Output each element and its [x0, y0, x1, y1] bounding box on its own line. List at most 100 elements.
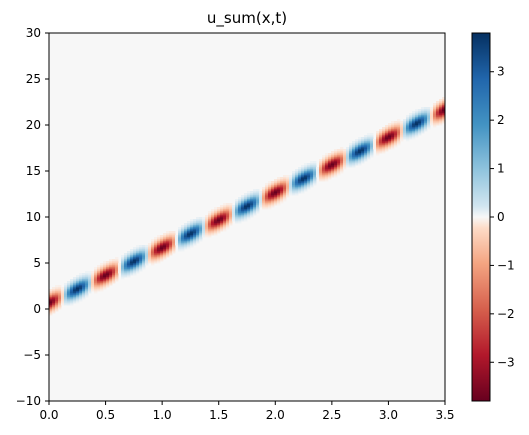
- heatmap-cell: [205, 225, 209, 228]
- heatmap-cell: [280, 177, 284, 180]
- heatmap-cell: [217, 213, 221, 216]
- heatmap-cell: [343, 159, 347, 162]
- heatmap-cell: [388, 137, 392, 140]
- heatmap-cell: [313, 179, 317, 182]
- heatmap-cell: [190, 223, 194, 226]
- heatmap-cell: [193, 219, 197, 222]
- heatmap-cell: [76, 283, 80, 286]
- heatmap-cell: [427, 111, 431, 114]
- heatmap-cell: [169, 231, 173, 234]
- heatmap-cell: [154, 259, 158, 262]
- heatmap-cell: [73, 285, 77, 288]
- heatmap-cell: [211, 221, 215, 224]
- heatmap-cell: [88, 277, 92, 280]
- heatmap-cell: [130, 257, 134, 260]
- heatmap-cell: [400, 129, 404, 132]
- heatmap-cell: [415, 131, 419, 134]
- heatmap-cell: [331, 159, 335, 162]
- heatmap-cell: [394, 137, 398, 140]
- heatmap-cell: [121, 275, 125, 278]
- heatmap-cell: [277, 181, 281, 184]
- heatmap-cell: [208, 231, 212, 234]
- heatmap-cell: [142, 253, 146, 256]
- heatmap-cell: [358, 149, 362, 152]
- heatmap-cell: [112, 271, 116, 274]
- heatmap-cell: [304, 179, 308, 182]
- heatmap-cell: [394, 131, 398, 134]
- heatmap-cell: [415, 115, 419, 118]
- heatmap-cell: [208, 235, 212, 238]
- heatmap-cell: [361, 157, 365, 160]
- heatmap-cell: [334, 163, 338, 166]
- heatmap-cell: [124, 263, 128, 266]
- heatmap-cell: [163, 245, 167, 248]
- heatmap-cell: [130, 271, 134, 274]
- heatmap-cell: [79, 289, 83, 292]
- heatmap-cell: [196, 217, 200, 220]
- heatmap-cell: [100, 275, 104, 278]
- heatmap-cell: [286, 193, 290, 196]
- heatmap-cell: [250, 203, 254, 206]
- heatmap-cell: [142, 245, 146, 248]
- heatmap-cell: [268, 195, 272, 198]
- heatmap-cell: [340, 169, 344, 172]
- heatmap-cell: [196, 225, 200, 228]
- heatmap-cell: [115, 261, 119, 264]
- heatmap-cell: [367, 137, 371, 140]
- heatmap-cell: [436, 103, 440, 106]
- heatmap-cell: [244, 199, 248, 202]
- heatmap-cell: [55, 307, 59, 310]
- heatmap-cell: [121, 263, 125, 266]
- heatmap-cell: [193, 227, 197, 230]
- heatmap-cell: [349, 147, 353, 150]
- heatmap-cell: [184, 227, 188, 230]
- heatmap-cell: [394, 127, 398, 130]
- heatmap-cell: [436, 113, 440, 116]
- heatmap-cell: [193, 223, 197, 226]
- heatmap-cell: [172, 237, 176, 240]
- heatmap-cell: [145, 245, 149, 248]
- heatmap-cell: [319, 161, 323, 164]
- heatmap-cell: [331, 169, 335, 172]
- heatmap-cell: [64, 291, 68, 294]
- heatmap-cell: [250, 193, 254, 196]
- heatmap-cell: [133, 249, 137, 252]
- heatmap-cell: [367, 151, 371, 154]
- heatmap-cell: [229, 221, 233, 224]
- heatmap-cell: [307, 181, 311, 184]
- heatmap-cell: [181, 233, 185, 236]
- heatmap-cell: [106, 281, 110, 284]
- heatmap-cell: [319, 163, 323, 166]
- heatmap-cell: [295, 181, 299, 184]
- heatmap-cell: [331, 173, 335, 176]
- heatmap-cell: [397, 133, 401, 136]
- heatmap-cell: [292, 171, 296, 174]
- heatmap-cell: [49, 301, 53, 304]
- heatmap-cell: [364, 141, 368, 144]
- heatmap-cell: [238, 207, 242, 210]
- heatmap-cell: [262, 189, 266, 192]
- heatmap-cell: [328, 171, 332, 174]
- heatmap-cell: [172, 233, 176, 236]
- heatmap-cell: [166, 237, 170, 240]
- heatmap-cell: [307, 177, 311, 180]
- heatmap-cell: [55, 291, 59, 294]
- x-tick-label: 0.5: [96, 408, 115, 422]
- heatmap-cell: [247, 195, 251, 198]
- heatmap-cell: [187, 231, 191, 234]
- heatmap-cell: [442, 113, 445, 116]
- y-tick-label: −10: [16, 394, 41, 408]
- heatmap-cell: [313, 171, 317, 174]
- heatmap-cell: [148, 259, 152, 262]
- heatmap-cell: [214, 225, 218, 228]
- heatmap-cell: [259, 197, 263, 200]
- x-tick-label: 2.5: [322, 408, 341, 422]
- heatmap-cell: [145, 253, 149, 256]
- heatmap-cell: [151, 239, 155, 242]
- heatmap-cell: [115, 277, 119, 280]
- heatmap-cell: [295, 185, 299, 188]
- heatmap-cell: [226, 209, 230, 212]
- heatmap-cell: [316, 169, 320, 172]
- x-tick-label: 0.0: [39, 408, 58, 422]
